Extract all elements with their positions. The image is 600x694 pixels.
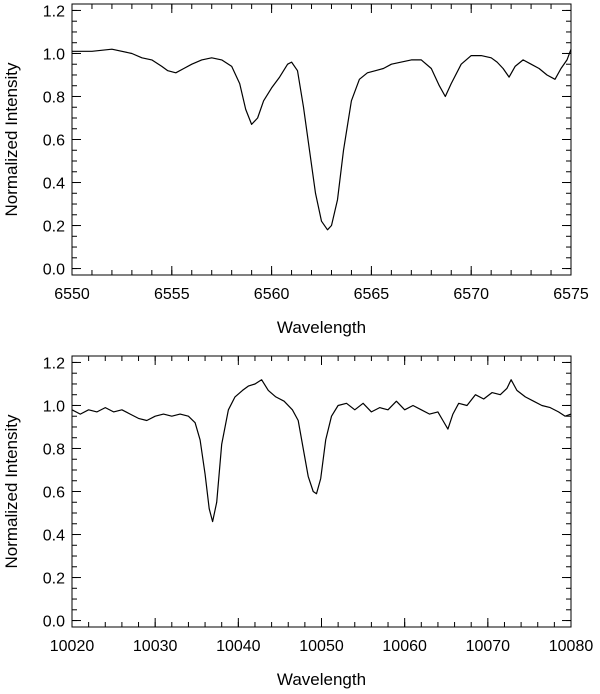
x-tick-label: 6565 — [354, 286, 390, 303]
x-axis-label: Wavelength — [277, 318, 366, 337]
y-tick-label: 0.8 — [43, 441, 65, 458]
x-tick-label: 10040 — [216, 638, 261, 655]
y-axis-label: Normalized Intensity — [2, 414, 21, 569]
plot-frame — [71, 355, 572, 628]
x-tick-label: 6570 — [453, 286, 489, 303]
y-tick-label: 1.0 — [43, 46, 65, 63]
y-tick-label: 1.2 — [43, 355, 65, 372]
chart-panel-1: 6550 6555 6560 6565 6570 6575 0.0 0.2 0.4 0.6 0.8 1… — [2, 3, 589, 337]
spectrum-line-1-1 — [72, 48, 571, 231]
spectrum-line-2-1 — [72, 379, 571, 523]
y-tick-label: 0.4 — [43, 528, 65, 545]
y-tick-label: 0.6 — [43, 133, 65, 150]
plot-frame — [71, 3, 572, 276]
x-tick-label: 6550 — [54, 286, 90, 303]
x-tick-label: 10070 — [466, 638, 511, 655]
x-axis-label: Wavelength — [277, 670, 366, 689]
x-tick-label: 6560 — [254, 286, 290, 303]
x-tick-label: 10080 — [549, 638, 594, 655]
y-tick-label: 0.2 — [43, 571, 65, 588]
y-tick-label: 0.8 — [43, 89, 65, 106]
y-tick-label: 0.6 — [43, 485, 65, 502]
x-tick-label: 10030 — [133, 638, 178, 655]
y-tick-label: 1.0 — [43, 398, 65, 415]
x-tick-label: 10060 — [382, 638, 427, 655]
x-tick-label: 6555 — [154, 286, 190, 303]
chart-panel-2: 10020 10030 10040 10050 10060 10070 10080 0.0 0.… — [2, 355, 593, 689]
y-tick-label: 0.4 — [43, 176, 65, 193]
y-tick-label: 0.0 — [43, 614, 65, 631]
x-tick-label: 10020 — [50, 638, 95, 655]
x-tick-label: 6575 — [553, 286, 589, 303]
x-tick-label: 10050 — [299, 638, 344, 655]
y-tick-label: 1.2 — [43, 3, 65, 20]
y-tick-label: 0.2 — [43, 219, 65, 236]
y-tick-label: 0.0 — [43, 262, 65, 279]
y-axis-label: Normalized Intensity — [2, 62, 21, 217]
